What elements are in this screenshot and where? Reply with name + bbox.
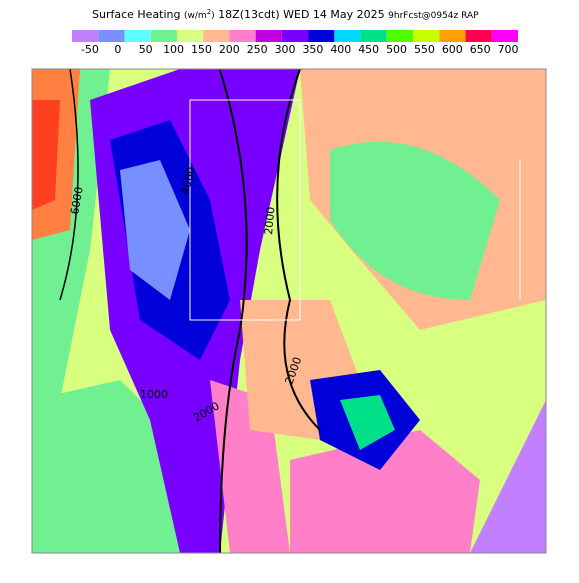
- colorbar-box: [308, 30, 335, 42]
- colorbar-label: 100: [163, 43, 184, 56]
- colorbar-label: 350: [302, 43, 323, 56]
- colorbar-label: 50: [139, 43, 153, 56]
- shade: [32, 100, 60, 210]
- colorbar-box: [491, 30, 518, 42]
- contour: [59, 69, 79, 301]
- colorbar-box: [334, 30, 361, 42]
- colorbar-label: 0: [114, 43, 121, 56]
- colorbar-box: [465, 30, 492, 42]
- colorbar-box: [255, 30, 282, 42]
- colorbar-box: [72, 30, 99, 42]
- colorbar-label: 650: [470, 43, 491, 56]
- map: [32, 69, 546, 553]
- colorbar-box: [150, 30, 177, 42]
- run: 9hrFcst@0954z RAP: [388, 11, 479, 21]
- units-sup: 2: [207, 8, 211, 16]
- shade: [120, 160, 190, 300]
- units-end: ): [211, 11, 215, 21]
- colorbar-label: 250: [247, 43, 268, 56]
- border: [189, 99, 521, 321]
- colorbar-box: [360, 30, 387, 42]
- colorbar-label: 450: [358, 43, 379, 56]
- title: Surface Heating (w/m2) 18Z(13cdt) WED 14…: [92, 8, 479, 21]
- contour-label: 2000: [262, 206, 277, 235]
- shade: [340, 395, 395, 450]
- map-frame: [31, 68, 547, 554]
- colorbar-box: [124, 30, 151, 42]
- colorbar-box: [386, 30, 414, 42]
- contour-label: 6000: [68, 186, 86, 216]
- colorbar-label: 500: [386, 43, 407, 56]
- colorbar-box: [439, 30, 466, 42]
- contour: [219, 69, 248, 553]
- colorbar-label: 150: [191, 43, 212, 56]
- colorbar-label: 600: [442, 43, 463, 56]
- colorbar-label: 550: [414, 43, 435, 56]
- shade: [290, 430, 480, 553]
- colorbar-box: [413, 30, 440, 42]
- shade: [330, 141, 500, 300]
- colorbar-box: [281, 30, 309, 42]
- colorbar-label: 200: [219, 43, 240, 56]
- shade: [470, 400, 546, 553]
- colorbar-label: 400: [330, 43, 351, 56]
- colorbar-label: 300: [275, 43, 296, 56]
- contour-label: 1000: [140, 388, 168, 401]
- units: (w/m: [184, 11, 207, 21]
- colorbar-label: -50: [81, 43, 99, 56]
- colorbar-box: [229, 30, 256, 42]
- contour: [276, 69, 321, 431]
- colorbar: -50 0 50 100 150 200 250 300 350 400 450 500 550 600 6…: [72, 30, 519, 56]
- colorbar-label: 700: [498, 43, 519, 56]
- colorbar-box: [203, 30, 230, 42]
- title-text: Surface Heating: [92, 8, 181, 21]
- valid-time: 18Z(13cdt) WED 14 May 2025: [218, 8, 384, 21]
- colorbar-box: [98, 30, 125, 42]
- colorbar-box: [176, 30, 204, 42]
